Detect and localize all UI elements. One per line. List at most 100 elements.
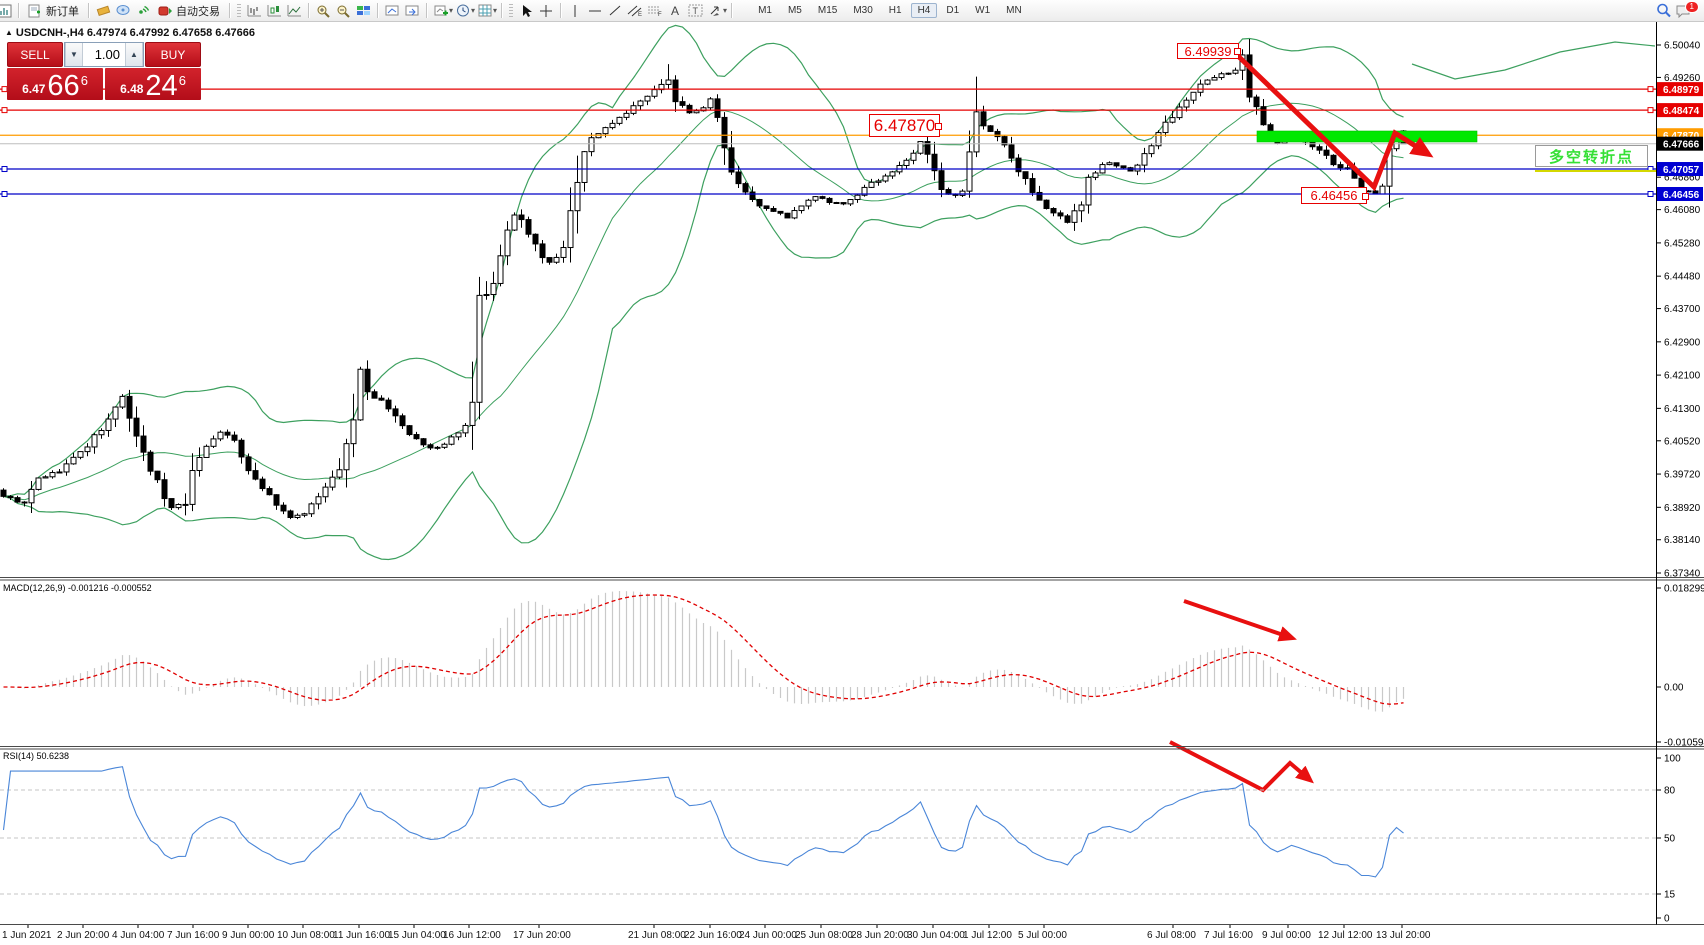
zoom-in-icon	[317, 5, 330, 18]
search-icon[interactable]	[1654, 2, 1674, 19]
timeframe-m5[interactable]: M5	[787, 5, 802, 16]
toolbar-separator	[560, 3, 562, 18]
price-flag-high[interactable]: 6.49939	[1177, 43, 1241, 59]
flag-anchor[interactable]	[1234, 48, 1241, 55]
bar-chart-button[interactable]	[244, 2, 264, 19]
zoom-in-button[interactable]	[313, 2, 333, 19]
crosshair-tool-button[interactable]	[536, 2, 556, 19]
sell-price[interactable]: 6.47 66 6	[7, 68, 103, 101]
text-tool[interactable]: A	[665, 2, 685, 19]
timeframe-mn[interactable]: MN	[1006, 5, 1022, 16]
svg-text:-0.010594: -0.010594	[1664, 738, 1704, 749]
tile-windows-button[interactable]	[353, 2, 373, 19]
autotrading-icon	[158, 6, 172, 16]
templates-button[interactable]	[475, 2, 495, 19]
price-tick: 6.38140	[1664, 535, 1701, 546]
time-label: 13 Jul 20:00	[1376, 930, 1431, 941]
buy-button[interactable]: BUY	[145, 42, 201, 67]
price-flag-low[interactable]: 6.46456	[1301, 187, 1369, 204]
timeframe-w1[interactable]: W1	[975, 5, 991, 16]
price-tick: 6.39720	[1664, 470, 1701, 481]
line-anchor[interactable]	[1647, 107, 1654, 114]
new-order-button[interactable]: 新订单	[23, 2, 84, 19]
line-chart-button[interactable]	[284, 2, 304, 19]
svg-text:6.47057: 6.47057	[1663, 165, 1700, 176]
toolbar-right: 1	[1654, 0, 1700, 21]
line-anchor[interactable]	[1647, 86, 1654, 93]
volume-increase-button[interactable]: ▲	[125, 43, 143, 66]
line-anchor[interactable]	[1647, 191, 1654, 198]
timeframe-d1[interactable]: D1	[946, 5, 960, 16]
main-trend-arrow[interactable]	[1235, 53, 1434, 192]
signals-glyph	[138, 5, 149, 14]
periods-clock-button[interactable]	[453, 2, 473, 19]
channel-tool[interactable]: E	[625, 2, 645, 19]
flag-anchor[interactable]	[1362, 192, 1369, 200]
cursor-tool-button[interactable]	[516, 2, 536, 19]
buy-price[interactable]: 6.48 24 6	[105, 68, 201, 101]
candlestick-chart-button[interactable]	[264, 2, 284, 19]
community-icon[interactable]	[113, 2, 133, 19]
volume-decrease-button[interactable]: ▼	[65, 43, 83, 66]
fibonacci-tool[interactable]: F	[645, 2, 665, 19]
sell-price-prefix: 6.47	[22, 82, 46, 96]
signals-icon[interactable]	[133, 2, 153, 19]
chart-window-icon[interactable]	[0, 2, 14, 19]
templates-caret[interactable]: ▾	[493, 6, 498, 15]
annotation-note-text[interactable]: 多空转折点	[1535, 145, 1648, 167]
line-anchor[interactable]	[1, 166, 8, 173]
shapes-caret[interactable]: ▾	[723, 6, 728, 15]
macd-trend-arrow[interactable]	[1183, 599, 1297, 642]
flag-anchor[interactable]	[935, 122, 942, 130]
chart-window-glyph	[0, 4, 11, 17]
price-tag-6.48979: 6.48979	[1657, 82, 1703, 97]
rsi-trend-arrow[interactable]	[1169, 740, 1314, 793]
horizontal-line-tool[interactable]	[585, 2, 605, 19]
trendline-tool[interactable]	[605, 2, 625, 19]
price-tick: 6.40520	[1664, 436, 1701, 447]
new-order-icon	[28, 4, 40, 17]
autotrading-label: 自动交易	[176, 5, 220, 18]
time-label: 11 Jun 16:00	[333, 930, 391, 941]
add-indicator-caret[interactable]: ▾	[449, 6, 454, 15]
add-indicator-button[interactable]	[431, 2, 451, 19]
line-anchor[interactable]	[1, 191, 8, 198]
line-chart-icon	[287, 5, 301, 17]
notifications-icon[interactable]: 1	[1674, 1, 1699, 19]
clock-icon	[457, 4, 470, 17]
sell-button[interactable]: SELL	[7, 42, 63, 67]
navigator-button[interactable]	[402, 2, 422, 19]
label-tool[interactable]: T	[685, 2, 705, 19]
data-window-button[interactable]	[382, 2, 402, 19]
crosshair-icon	[540, 4, 553, 17]
support-zone-rectangle[interactable]	[1256, 130, 1478, 143]
timeframe-h4[interactable]: H4	[910, 3, 938, 18]
crayon-glyph	[96, 5, 110, 17]
buy-price-sup: 6	[178, 73, 186, 88]
periods-caret[interactable]: ▾	[471, 6, 476, 15]
timeframe-m1[interactable]: M1	[758, 5, 772, 16]
price-flag-mid[interactable]: 6.47870	[869, 114, 942, 137]
vertical-line-tool[interactable]	[565, 2, 585, 19]
sell-price-sup: 6	[80, 73, 88, 88]
annotation-note-underline[interactable]	[1535, 170, 1656, 172]
macd-panel: 0.018299 0.00 -0.010594	[3, 584, 1704, 749]
zoom-out-button[interactable]	[333, 2, 353, 19]
timeframe-m15[interactable]: M15	[817, 5, 838, 16]
toolbar-separator	[229, 3, 230, 18]
time-label: 6 Jul 08:00	[1147, 930, 1196, 941]
line-anchor[interactable]	[1, 107, 8, 114]
volume-value[interactable]: 1.00	[94, 47, 120, 62]
styler-crayon-icon[interactable]	[93, 2, 113, 19]
timeframe-h1[interactable]: H1	[888, 5, 902, 16]
notification-badge: 1	[1684, 1, 1699, 13]
autotrading-button[interactable]: 自动交易	[153, 2, 225, 19]
shapes-tool[interactable]	[705, 2, 725, 19]
time-label: 15 Jun 04:00	[388, 930, 446, 941]
time-label: 16 Jun 12:00	[443, 930, 501, 941]
macd-label: MACD(12,26,9) -0.001216 -0.000552	[3, 583, 152, 593]
svg-text:0.018299: 0.018299	[1664, 584, 1704, 595]
timeframe-m30[interactable]: M30	[853, 5, 873, 16]
price-tick: 6.38920	[1664, 503, 1701, 514]
